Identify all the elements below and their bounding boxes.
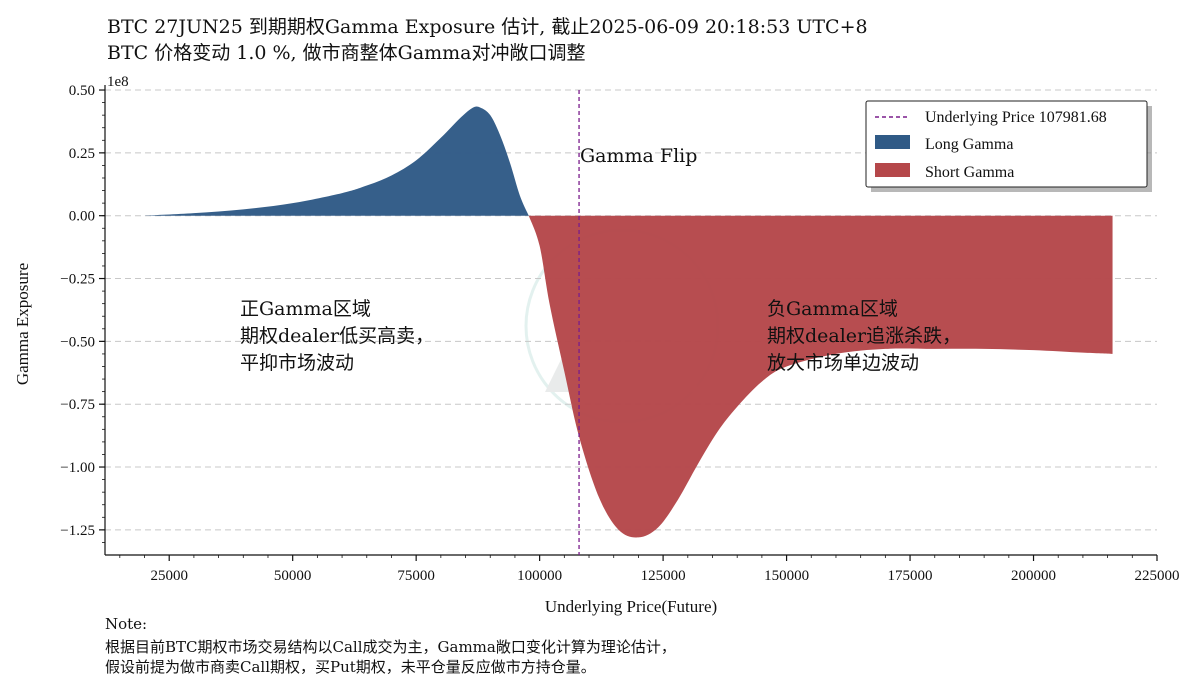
gamma-flip-annotation: Gamma Flip bbox=[580, 145, 697, 167]
note-line: 根据目前BTC期权市场交易结构以Call成交为主，Gamma敞口变化计算为理论估… bbox=[105, 638, 676, 656]
negative-gamma-line: 期权dealer追涨杀跌， bbox=[767, 325, 961, 347]
x-tick-label: 175000 bbox=[888, 568, 933, 584]
legend-underlying-label: Underlying Price 107981.68 bbox=[925, 109, 1107, 126]
chart-subtitle: BTC 价格变动 1.0 %, 做市商整体Gamma对冲敞口调整 bbox=[107, 42, 586, 64]
legend-short-gamma-label: Short Gamma bbox=[925, 164, 1014, 181]
y-tick-label: −1.25 bbox=[60, 523, 95, 539]
negative-gamma-annotation: 负Gamma区域 期权dealer追涨杀跌， 放大市场单边波动 bbox=[767, 298, 961, 374]
chart-title: BTC 27JUN25 到期期权Gamma Exposure 估计, 截止202… bbox=[107, 16, 868, 38]
x-tick-label: 225000 bbox=[1135, 568, 1180, 584]
note-line: 假设前提为做市商卖Call期权，买Put期权，未平仓量反应做市方持仓量。 bbox=[105, 658, 596, 676]
note-label: Note: bbox=[105, 615, 148, 633]
x-tick-label: 200000 bbox=[1011, 568, 1056, 584]
x-axis-label: Underlying Price(Future) bbox=[545, 597, 717, 616]
y-tick-label: 0.00 bbox=[69, 209, 95, 225]
legend-long-gamma-label: Long Gamma bbox=[925, 136, 1013, 153]
legend-long-gamma-swatch bbox=[875, 135, 910, 149]
negative-gamma-line: 放大市场单边波动 bbox=[767, 352, 919, 374]
x-tick-label: 50000 bbox=[274, 568, 312, 584]
short-gamma-area bbox=[528, 215, 1113, 538]
x-tick-label: 100000 bbox=[517, 568, 562, 584]
x-tick-label: 25000 bbox=[150, 568, 188, 584]
y-tick-label: 0.25 bbox=[69, 146, 95, 162]
y-tick-label: −0.25 bbox=[60, 272, 95, 288]
positive-gamma-line: 平抑市场波动 bbox=[240, 352, 354, 374]
positive-gamma-annotation: 正Gamma区域 期权dealer低买高卖， 平抑市场波动 bbox=[240, 298, 434, 374]
y-scale-label: 1e8 bbox=[107, 74, 129, 90]
x-tick-label: 125000 bbox=[641, 568, 686, 584]
positive-gamma-line: 期权dealer低买高卖， bbox=[240, 325, 434, 347]
y-tick-label: 0.50 bbox=[69, 83, 95, 99]
legend: Underlying Price 107981.68 Long Gamma Sh… bbox=[865, 100, 1152, 192]
legend-short-gamma-swatch bbox=[875, 163, 910, 177]
x-tick-label: 75000 bbox=[397, 568, 435, 584]
y-tick-label: −0.75 bbox=[60, 397, 95, 413]
y-axis-label: Gamma Exposure bbox=[13, 263, 32, 385]
negative-gamma-line: 负Gamma区域 bbox=[767, 298, 898, 320]
x-tick-label: 150000 bbox=[764, 568, 809, 584]
y-tick-label: −1.00 bbox=[60, 460, 95, 476]
y-tick-label: −0.50 bbox=[60, 334, 95, 350]
long-gamma-area bbox=[144, 106, 529, 216]
positive-gamma-line: 正Gamma区域 bbox=[240, 298, 371, 320]
